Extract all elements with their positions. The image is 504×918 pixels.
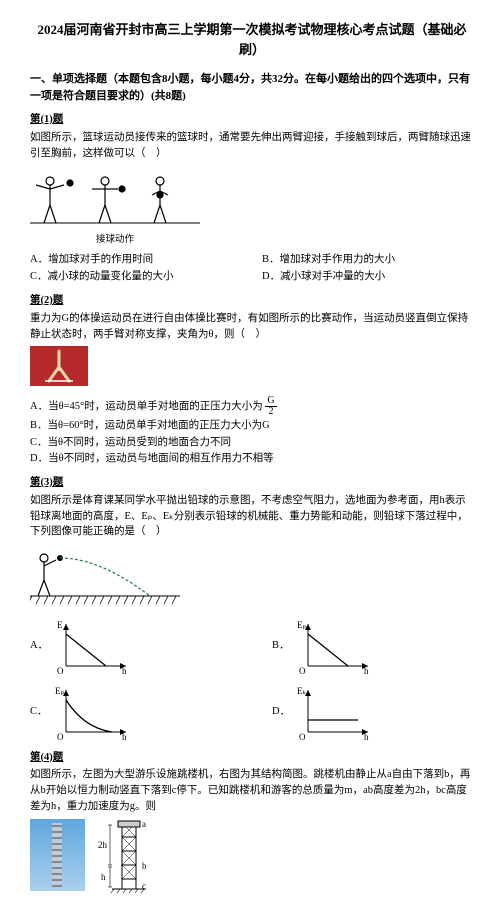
q2-opt-c: C．当θ不同时，运动员受到的地面合力不同 [30, 435, 474, 451]
drop-tower-diagram: a b c 2h h [98, 819, 158, 899]
svg-text:h: h [364, 666, 369, 674]
q2-opt-b: B．当θ=60°时，运动员单手对地面的正压力大小为G [30, 418, 474, 434]
drop-tower-photo [30, 819, 85, 891]
svg-text:2h: 2h [98, 840, 108, 850]
page-title: 2024届河南省开封市高三上学期第一次模拟考试物理核心考点试题（基础必刷） [30, 20, 474, 59]
q1-text: 如图所示，篮球运动员接传来的篮球时，通常要先伸出两臂迎接，手接触到球后，两臂随球… [30, 130, 474, 162]
q1-figure [30, 167, 474, 229]
chart-d-svg: Eₖ h O [296, 684, 374, 740]
q3-chart-d: D． Eₖ h O [272, 684, 474, 740]
q2-opt-a: A．当θ=45°时，运动员单手对地面的正压力大小为 G 2 [30, 396, 474, 417]
svg-text:c: c [142, 881, 146, 891]
q2-figure [30, 346, 474, 392]
svg-text:O: O [299, 732, 306, 740]
svg-text:h: h [122, 666, 127, 674]
q4-label: 第(4)题 [30, 750, 474, 766]
svg-text:h: h [122, 732, 127, 740]
q1-opt-a: A．增加球对手的作用时间 [30, 252, 242, 268]
basketball-catch-figure [30, 167, 200, 229]
gymnast-photo [30, 346, 88, 386]
q3-chart-b: B． Eₚ h O [272, 618, 474, 674]
q3-charts: A． E h O B． Eₚ h O C． [30, 618, 474, 740]
q1-opt-b: B．增加球对手作用力的大小 [262, 252, 474, 268]
svg-text:a: a [142, 819, 146, 829]
q2-options: A．当θ=45°时，运动员单手对地面的正压力大小为 G 2 B．当θ=60°时，… [30, 396, 474, 467]
svg-text:O: O [299, 666, 306, 674]
svg-text:Eₚ: Eₚ [297, 620, 306, 630]
svg-text:Eₚ: Eₚ [55, 686, 64, 696]
fraction-g-over-2: G 2 [265, 396, 276, 417]
svg-text:O: O [57, 732, 64, 740]
svg-text:O: O [57, 666, 64, 674]
svg-text:h: h [364, 732, 369, 740]
q1-opt-d: D．减小球对手冲量的大小 [262, 269, 474, 285]
q3-chart-c: C． Eₚ h O [30, 684, 232, 740]
chart-b-svg: Eₚ h O [296, 618, 374, 674]
q1-options: A．增加球对手的作用时间 B．增加球对手作用力的大小 C．减小球的动量变化量的大… [30, 252, 474, 286]
svg-text:h: h [101, 872, 106, 882]
q2-opt-d: D．当θ不同时，运动员与地面间的相互作用力不相等 [30, 451, 474, 467]
q3-figure [30, 546, 474, 612]
q3-text: 如图所示是体育课某同学水平抛出铅球的示意图，不考虑空气阻力，选地面为参考面，用h… [30, 493, 474, 540]
q1-figure-caption: 接球动作 [30, 233, 200, 247]
projectile-figure [30, 546, 180, 606]
svg-text:Eₖ: Eₖ [297, 686, 306, 696]
q3-label: 第(3)题 [30, 475, 474, 491]
q4-figures: a b c 2h h [30, 819, 474, 899]
chart-c-svg: Eₚ h O [54, 684, 132, 740]
chart-a-svg: E h O [54, 618, 132, 674]
svg-text:b: b [142, 861, 147, 871]
q1-label: 第(1)题 [30, 112, 474, 128]
q4-text: 如图所示，左图为大型游乐设施跳楼机，右图为其结构简图。跳楼机由静止从a自由下落到… [30, 767, 474, 814]
section-1-header: 一、单项选择题（本题包含8小题，每小题4分，共32分。在每小题给出的四个选项中，… [30, 71, 474, 104]
q3-chart-a: A． E h O [30, 618, 232, 674]
q2-label: 第(2)题 [30, 293, 474, 309]
svg-text:E: E [57, 620, 63, 630]
q2-text: 重力为G的体操运动员在进行自由体操比赛时，有如图所示的比赛动作，当运动员竖直倒立… [30, 311, 474, 343]
q1-opt-c: C．减小球的动量变化量的大小 [30, 269, 242, 285]
